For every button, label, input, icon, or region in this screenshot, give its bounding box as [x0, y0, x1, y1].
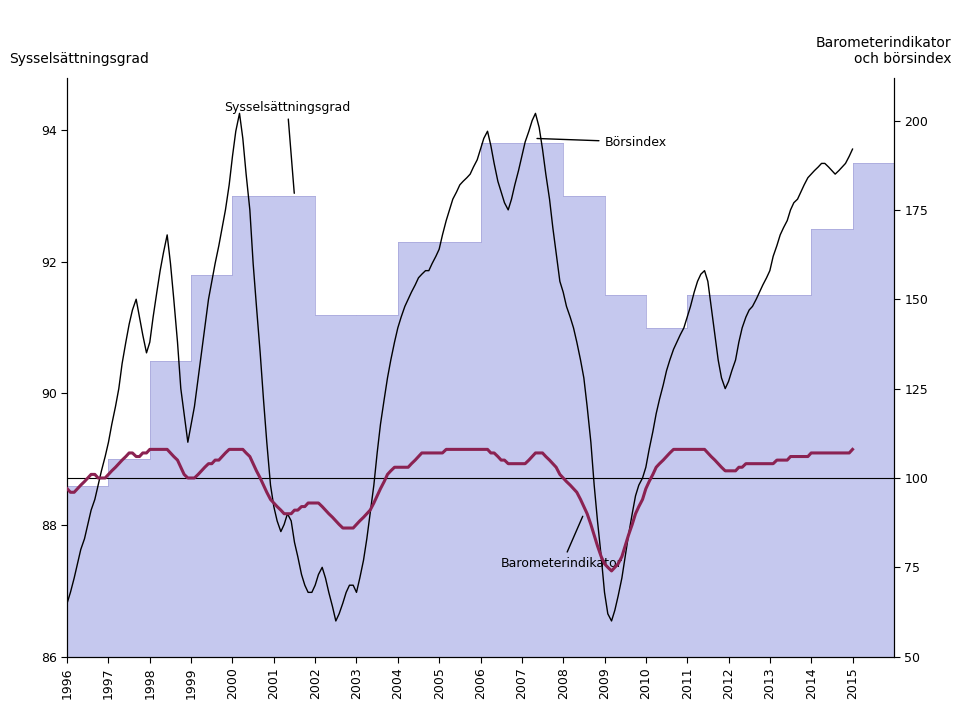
Text: Börsindex: Börsindex: [537, 136, 667, 149]
Text: Barometerindikator
och börsindex: Barometerindikator och börsindex: [816, 36, 951, 66]
Text: Barometerindikator: Barometerindikator: [502, 516, 623, 570]
Text: Sysselsättningsgrad: Sysselsättningsgrad: [10, 52, 149, 66]
Text: Sysselsättningsgrad: Sysselsättningsgrad: [224, 101, 351, 193]
